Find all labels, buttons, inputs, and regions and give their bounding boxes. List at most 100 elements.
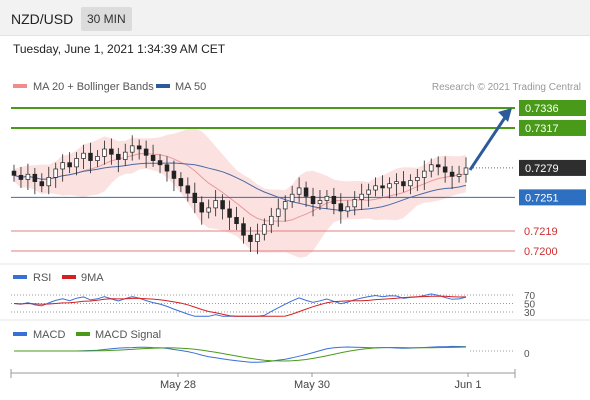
candle [463, 167, 469, 175]
candle [422, 170, 427, 178]
macd-line [14, 345, 467, 363]
level-label-target: 0.7336 [525, 103, 559, 115]
level-label-resistance: 0.7317 [525, 123, 559, 135]
candle [442, 166, 448, 173]
last-price-label: 0.7279 [525, 163, 559, 175]
legend-swatch-macd [13, 332, 27, 336]
candle [25, 173, 31, 180]
candle [401, 181, 406, 187]
candle [136, 145, 142, 150]
candle [275, 208, 281, 217]
level-label-pivot: 0.7251 [525, 192, 559, 204]
candle [74, 158, 79, 168]
candle [352, 199, 358, 208]
candle [178, 178, 184, 187]
legend-swatch-rsi [13, 275, 27, 279]
candle [102, 148, 107, 157]
candle [435, 164, 441, 168]
legend-macd: MACD [33, 329, 65, 341]
rsi-tick-label: 70 [524, 291, 536, 302]
candle [192, 192, 198, 203]
candle [116, 153, 121, 160]
candle [296, 187, 302, 195]
candle [234, 217, 239, 225]
candle [345, 206, 351, 212]
level-tag-resistance [519, 119, 586, 136]
candle [150, 154, 156, 161]
candle [324, 195, 330, 201]
x-tick-label: Jun 1 [455, 379, 482, 391]
level-tag-pivot [519, 189, 586, 206]
legend-ma50: MA 50 [175, 81, 206, 93]
candle [227, 208, 232, 218]
candle [53, 168, 58, 178]
candle [122, 151, 128, 160]
candle [199, 202, 205, 213]
legend-rsi: RSI [33, 272, 51, 284]
candle [387, 183, 392, 189]
legend-swatch-ma50 [156, 84, 170, 88]
legend-swatch-rsi-ma [62, 275, 76, 279]
x-tick-label: May 30 [294, 379, 330, 391]
candle [67, 162, 72, 168]
level-tag-target [519, 100, 586, 116]
macd-signal-line [14, 346, 467, 362]
candle [157, 160, 163, 166]
candle [373, 185, 378, 191]
x-tick-label: May 28 [160, 379, 196, 391]
candle [39, 181, 45, 187]
candle [129, 145, 135, 153]
candle [359, 193, 364, 200]
candle [338, 203, 344, 212]
rsi-tick-label: 50 [524, 300, 536, 311]
candle [408, 180, 413, 187]
timeframe-button[interactable]: 30 MIN [81, 7, 132, 31]
candle [46, 177, 52, 187]
candle [317, 200, 323, 205]
candle [18, 174, 24, 180]
candle [171, 170, 177, 179]
level-label-support: 0.7200 [524, 246, 558, 258]
candle [380, 185, 385, 189]
candle [255, 233, 260, 242]
candle [81, 152, 86, 159]
projection-arrow-shaft [468, 115, 508, 171]
legend-swatch-ma20 [13, 84, 27, 88]
level-label-support: 0.7219 [524, 226, 558, 238]
candle [331, 195, 337, 205]
projection-arrow-head [498, 108, 512, 122]
candle [143, 148, 149, 156]
macd-tick-label: 0 [524, 349, 530, 360]
candle [213, 200, 218, 209]
candle [449, 171, 455, 177]
legend-macd-signal: MACD Signal [95, 329, 161, 341]
candle [32, 173, 38, 182]
legend-swatch-macd-signal [76, 332, 90, 336]
candle [185, 185, 191, 194]
candle [220, 200, 225, 210]
candle [109, 148, 114, 155]
candle [164, 164, 170, 172]
candle [11, 170, 17, 176]
chart-datetime: Tuesday, June 1, 2021 1:34:39 AM CET [13, 42, 226, 56]
rsi-tick-label: 30 [524, 308, 536, 319]
rsi-line [13, 293, 467, 317]
last-price-tag [519, 159, 586, 176]
research-credit: Research © 2021 Trading Central [432, 82, 581, 93]
candle [394, 181, 399, 185]
candle [282, 201, 288, 210]
candle [60, 162, 65, 170]
candle [366, 189, 371, 195]
rsi-ma-line [13, 295, 467, 317]
ma20-line [13, 152, 467, 222]
legend-ma20-bollinger: MA 20 + Bollinger Bands [33, 81, 154, 93]
candle [289, 193, 295, 202]
candle [415, 177, 420, 181]
candle [310, 195, 316, 205]
candle [428, 164, 434, 172]
candle [248, 234, 253, 242]
legend-rsi-ma: 9MA [81, 272, 104, 284]
bollinger-band [14, 128, 466, 258]
candle [456, 173, 462, 177]
